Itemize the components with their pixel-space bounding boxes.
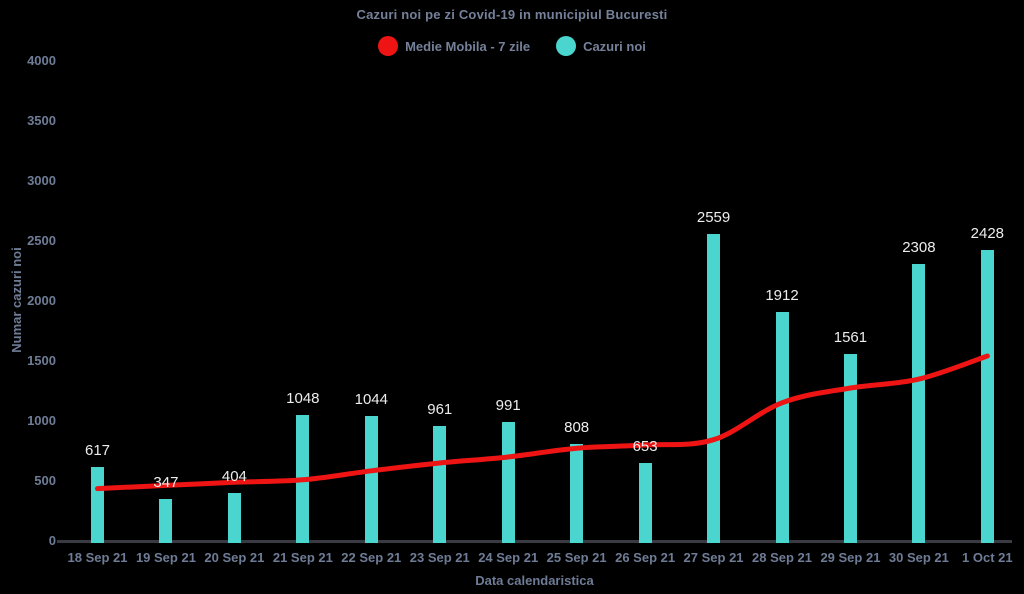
y-tick-label: 1500 <box>27 353 56 368</box>
x-tick-label: 24 Sep 21 <box>478 550 539 565</box>
bar[interactable] <box>980 249 994 543</box>
x-tick-label: 18 Sep 21 <box>67 550 128 565</box>
x-tick-label: 22 Sep 21 <box>341 550 402 565</box>
x-axis-title: Data calendaristica <box>475 573 594 588</box>
bar-value-label: 2308 <box>902 239 936 257</box>
bar[interactable] <box>364 415 378 543</box>
y-tick-label: 500 <box>34 473 56 488</box>
x-tick-label: 26 Sep 21 <box>615 550 676 565</box>
x-tick-label: 25 Sep 21 <box>546 550 607 565</box>
bar[interactable] <box>707 233 721 543</box>
bar-value-label: 1561 <box>833 328 868 346</box>
bar[interactable] <box>912 264 926 543</box>
bar-value-label: 961 <box>427 400 453 418</box>
bar[interactable] <box>159 499 173 543</box>
chart-title: Cazuri noi pe zi Covid-19 in municipiul … <box>356 7 668 22</box>
bar[interactable] <box>775 311 789 543</box>
bar-value-label: 617 <box>84 441 111 459</box>
bar-value-label: 653 <box>632 437 658 455</box>
bar-value-label: 1912 <box>765 286 799 304</box>
moving-average-line[interactable] <box>95 353 990 492</box>
bar-value-label: 404 <box>221 467 247 485</box>
x-tick-label: 28 Sep 21 <box>752 550 812 565</box>
legend-item-medie-mobila[interactable]: Medie Mobila - 7 zile <box>378 36 530 56</box>
y-tick-label: 2000 <box>27 293 56 308</box>
x-tick-label: 21 Sep 21 <box>272 550 333 565</box>
bar[interactable] <box>501 422 515 543</box>
bar[interactable] <box>570 444 584 543</box>
bar[interactable] <box>843 353 857 543</box>
y-tick-label: 0 <box>48 533 56 548</box>
legend: Medie Mobila - 7 zile Cazuri noi <box>0 36 1024 56</box>
x-axis-line <box>57 540 1012 543</box>
legend-marker-red-circle-icon <box>378 36 399 56</box>
bar-value-label: 2428 <box>970 224 1005 242</box>
bar[interactable] <box>227 492 241 543</box>
bar-value-label: 2559 <box>696 208 731 226</box>
bar-value-label: 347 <box>153 474 179 492</box>
x-tick-label: 23 Sep 21 <box>409 550 470 565</box>
x-tick-label: 27 Sep 21 <box>683 550 744 565</box>
legend-item-cazuri-noi[interactable]: Cazuri noi <box>556 36 646 56</box>
bar-value-label: 1048 <box>286 390 320 408</box>
bar[interactable] <box>638 462 652 543</box>
x-tick-label: 29 Sep 21 <box>820 550 881 565</box>
legend-label-medie-mobila: Medie Mobila - 7 zile <box>405 38 531 54</box>
y-tick-label: 1000 <box>27 413 56 428</box>
x-tick-label: 1 Oct 21 <box>962 550 1013 565</box>
bar-value-label: 1044 <box>354 390 388 408</box>
y-tick-label: 3500 <box>27 113 56 128</box>
x-tick-label: 19 Sep 21 <box>135 550 196 565</box>
y-tick-label: 2500 <box>27 233 56 248</box>
bar-value-label: 808 <box>564 419 590 437</box>
bar[interactable] <box>433 425 447 543</box>
legend-marker-teal-circle-icon <box>556 36 577 56</box>
y-tick-label: 3000 <box>27 173 56 188</box>
x-tick-label: 30 Sep 21 <box>888 550 949 565</box>
legend-label-cazuri-noi: Cazuri noi <box>583 38 646 54</box>
bar-value-label: 991 <box>495 397 521 415</box>
x-tick-label: 20 Sep 21 <box>204 550 265 565</box>
y-tick-label: 4000 <box>27 53 56 68</box>
